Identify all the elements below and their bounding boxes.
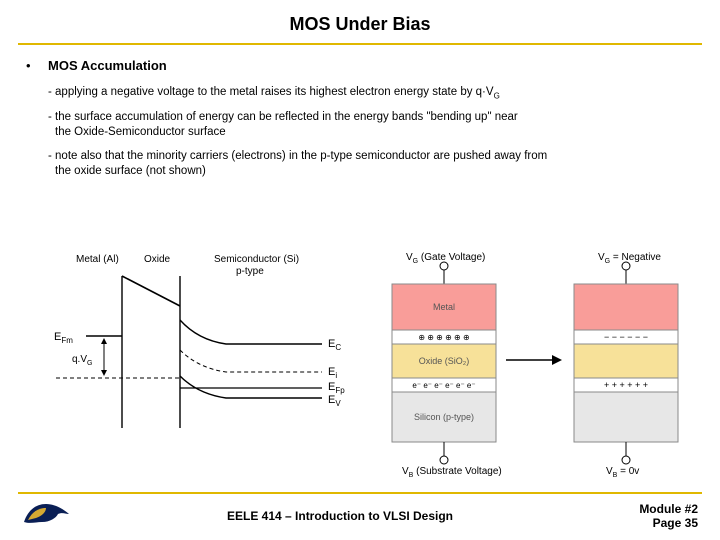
layer-oxide-r — [574, 344, 678, 378]
label-oxide: Oxide — [144, 254, 171, 265]
band-diagram: Metal (Al) Oxide Semiconductor (Si) p-ty… — [54, 254, 345, 428]
charge-bot-l-sym: e⁻ e⁻ e⁻ e⁻ e⁻ e⁻ — [412, 381, 475, 390]
content-area: • MOS Accumulation - applying a negative… — [0, 45, 720, 180]
vg-right: VG = Negative — [598, 252, 661, 265]
para-3: - note also that the minority carriers (… — [48, 149, 694, 180]
para-2: - the surface accumulation of energy can… — [48, 110, 694, 141]
label-efp: EFp — [328, 381, 345, 395]
layer-oxide-l-label: Oxide (SiO₂) — [419, 356, 470, 366]
label-ec: EC — [328, 338, 341, 352]
label-semi2: p-type — [236, 266, 264, 277]
layer-stacks: VG (Gate Voltage) Metal ⊕ ⊕ ⊕ ⊕ ⊕ ⊕ Oxid… — [392, 252, 678, 479]
layer-metal-l-label: Metal — [433, 302, 455, 312]
label-qvg: q.VG — [72, 354, 92, 367]
diagrams-svg: Metal (Al) Oxide Semiconductor (Si) p-ty… — [26, 248, 694, 480]
para-1-text: - applying a negative voltage to the met… — [48, 86, 494, 98]
layer-metal-r — [574, 284, 678, 330]
para-1-sub: G — [494, 91, 500, 100]
layer-si-l-label: Silicon (p-type) — [414, 412, 474, 422]
para-1: - applying a negative voltage to the met… — [48, 85, 694, 102]
footer-page: Module #2 Page 35 — [608, 502, 698, 530]
label-efm: EFm — [54, 331, 73, 345]
footer-course: EELE 414 – Introduction to VLSI Design — [72, 509, 608, 523]
footer: EELE 414 – Introduction to VLSI Design M… — [0, 492, 720, 540]
bobcat-icon — [22, 500, 72, 526]
page-title: MOS Under Bias — [0, 0, 720, 43]
vb-left: VB (Substrate Voltage) — [402, 466, 502, 479]
label-ev: EV — [328, 394, 341, 408]
figures-container: Metal (Al) Oxide Semiconductor (Si) p-ty… — [26, 248, 694, 480]
layer-si-r — [574, 392, 678, 442]
vb-right: VB = 0v — [606, 466, 639, 479]
para-2-line2: the Oxide-Semiconductor surface — [48, 125, 694, 141]
bullet-marker: • — [26, 57, 48, 75]
divider-bottom — [18, 492, 702, 494]
section-heading: MOS Accumulation — [48, 57, 167, 75]
bullet-row: • MOS Accumulation — [26, 57, 694, 75]
para-3-line2: the oxide surface (not shown) — [48, 164, 694, 180]
footer-pagenum: Page 35 — [608, 516, 698, 530]
label-semi1: Semiconductor (Si) — [214, 254, 299, 265]
footer-module: Module #2 — [608, 502, 698, 516]
logo — [22, 500, 72, 531]
para-3-line1: - note also that the minority carriers (… — [48, 150, 547, 162]
label-metal: Metal (Al) — [76, 254, 119, 265]
para-2-line1: - the surface accumulation of energy can… — [48, 111, 518, 123]
minuses-r: − − − − − − — [604, 332, 648, 342]
pluses-r: + + + + + + — [604, 380, 648, 390]
label-ei: Ei — [328, 366, 337, 380]
charge-top-l-sym: ⊕ ⊕ ⊕ ⊕ ⊕ ⊕ — [418, 333, 469, 342]
vg-left: VG (Gate Voltage) — [406, 252, 485, 265]
